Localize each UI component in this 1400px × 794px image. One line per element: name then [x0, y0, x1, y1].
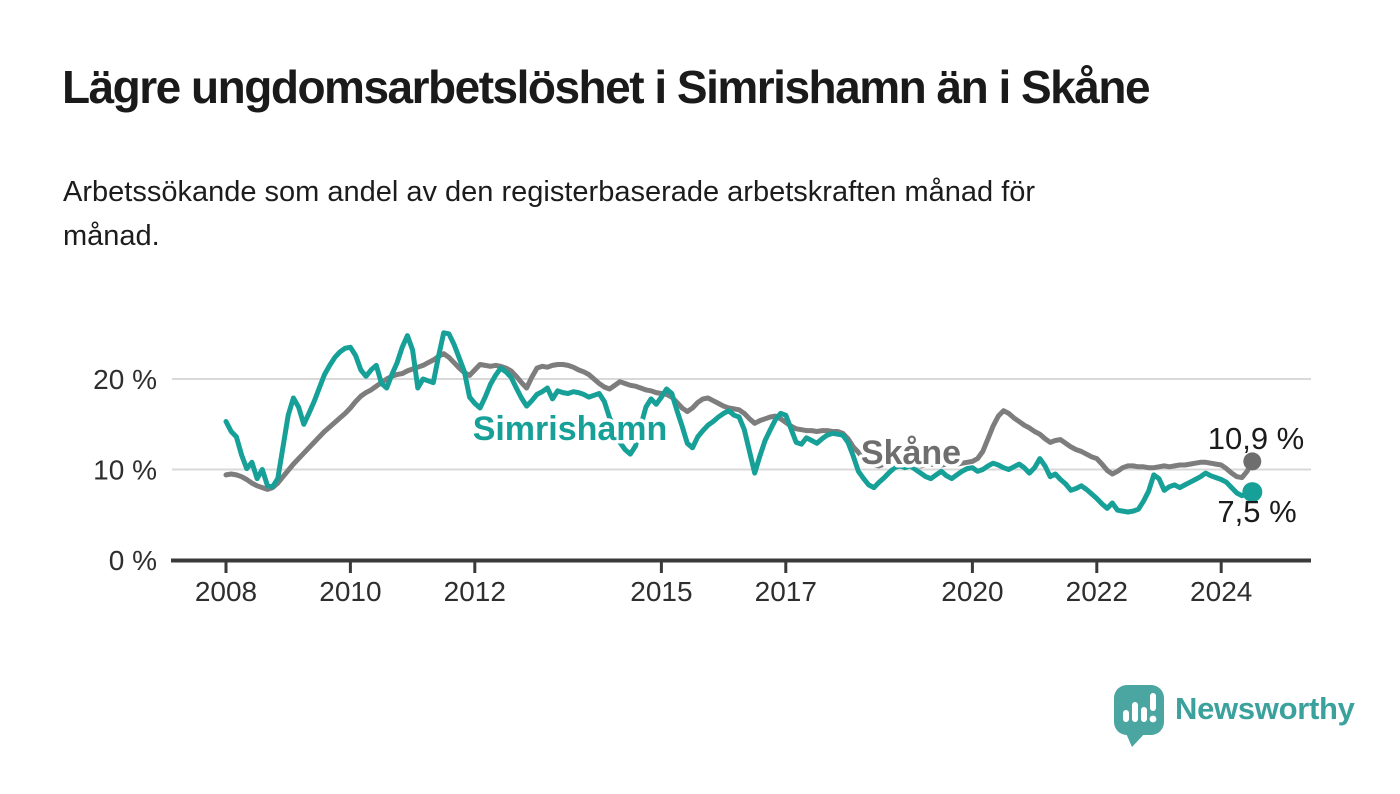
x-tick-label-2020: 2020 [941, 576, 1003, 607]
chart-title: Lägre ungdomsarbetslöshet i Simrishamn ä… [62, 61, 1151, 113]
x-tick-label-2015: 2015 [630, 576, 692, 607]
simrishamn-series-label: Simrishamn [473, 410, 668, 448]
simrishamn-value-label: 7,5 % [1217, 494, 1296, 529]
x-tick-label-2017: 2017 [755, 576, 817, 607]
newsworthy-wordmark: Newsworthy [1175, 691, 1355, 726]
y-axis-labels: 20 % 10 % 0 % [93, 364, 157, 576]
chart-subtitle: Arbetssökande som andel av den registerb… [63, 170, 1263, 258]
x-tick-label-2024: 2024 [1190, 576, 1252, 607]
y-tick-label-0: 0 % [109, 545, 157, 576]
y-tick-label-20: 20 % [93, 364, 157, 395]
simrishamn-end-dot [1242, 482, 1263, 503]
skane-line [223, 351, 1255, 492]
x-tick-label-2010: 2010 [319, 576, 381, 607]
x-tick-label-2012: 2012 [444, 576, 506, 607]
skane-series-label: Skåne [861, 434, 961, 472]
skane-value-label: 10,9 % [1208, 421, 1305, 456]
skane-end-dot [1243, 452, 1262, 471]
simrishamn-line [223, 330, 1255, 515]
subtitle-line-2: månad. [63, 220, 160, 252]
x-tick-label-2022: 2022 [1066, 576, 1128, 607]
x-axis-ticks: 2008 2010 2012 2015 2017 2020 2022 2024 [195, 561, 1252, 607]
newsworthy-logo: Newsworthy [1113, 684, 1355, 748]
x-tick-label-2008: 2008 [195, 576, 257, 607]
newsworthy-icon [1114, 685, 1164, 747]
y-tick-label-10: 10 % [93, 455, 157, 486]
subtitle-line-1: Arbetssökande som andel av den registerb… [63, 176, 1036, 208]
